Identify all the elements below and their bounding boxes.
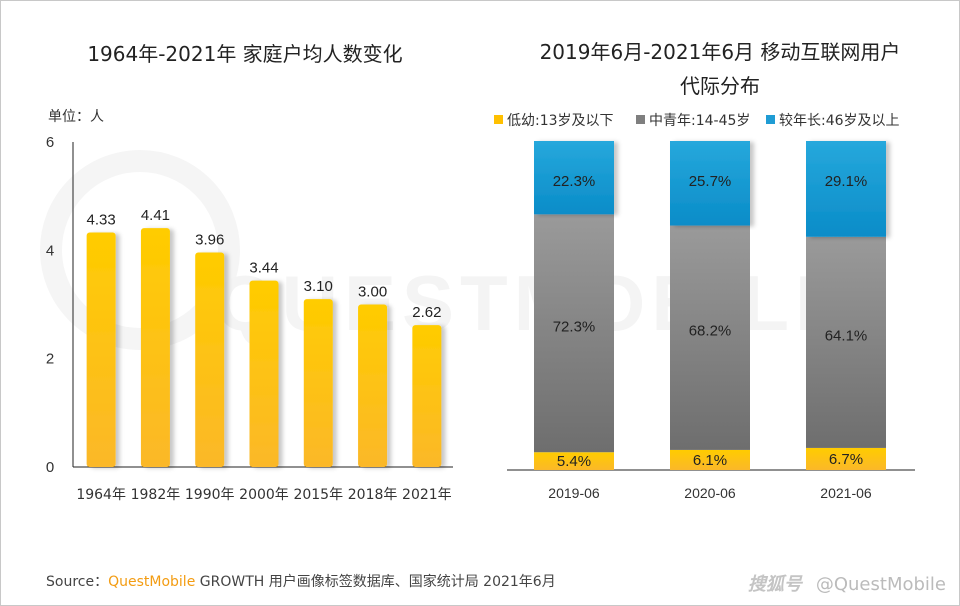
bar	[86, 232, 116, 467]
x-tick-label: 1982年	[131, 487, 181, 503]
source-label: Source：	[46, 574, 109, 590]
source-text: GROWTH 用户画像标签数据库、国家统计局 2021年6月	[195, 574, 556, 590]
segment-middle	[534, 214, 614, 453]
y-tick-label: 4	[46, 242, 54, 259]
legend-older-label: 较年长:46岁及以上	[779, 113, 900, 129]
segment-older	[670, 141, 750, 226]
legend-older-swatch-icon	[766, 115, 775, 124]
x-tick-label: 2019-06	[548, 485, 600, 501]
bar	[412, 325, 442, 467]
legend-middle-swatch-icon	[636, 115, 645, 124]
bar-value-label: 4.33	[87, 211, 116, 228]
segment-value-label: 6.7%	[829, 451, 863, 468]
segment-value-label: 72.3%	[553, 318, 596, 335]
segment-value-label: 6.1%	[693, 452, 727, 469]
y-tick-label: 2	[46, 351, 54, 368]
left-chart-title: 1964年-2021年 家庭户均人数变化	[87, 42, 403, 66]
credit: 搜狐号 @QuestMobile	[748, 570, 946, 596]
segment-older	[534, 141, 614, 215]
bar-value-label: 3.00	[358, 284, 387, 301]
right-chart-title-line2: 代际分布	[680, 74, 760, 98]
legend-young-swatch-icon	[494, 115, 503, 124]
segment-young	[534, 452, 614, 470]
segment-middle	[670, 225, 750, 450]
segment-older	[806, 141, 886, 237]
segment-value-label: 29.1%	[825, 173, 868, 190]
x-tick-label: 2015年	[293, 487, 343, 503]
segment-young	[806, 447, 886, 470]
bar-value-label: 4.41	[141, 207, 170, 224]
bar-value-label: 2.62	[412, 304, 441, 321]
source-note: Source：QuestMobile GROWTH 用户画像标签数据库、国家统计…	[46, 571, 556, 591]
sohu-logo: 搜狐号	[747, 574, 802, 595]
segment-middle	[806, 236, 886, 448]
legend-middle-label: 中青年:14-45岁	[649, 113, 750, 129]
bar	[303, 299, 333, 467]
x-tick-label: 1964年	[76, 487, 126, 503]
segment-young	[670, 449, 750, 470]
bar	[249, 280, 279, 467]
segment-value-label: 22.3%	[553, 173, 596, 190]
y-tick-label: 6	[46, 134, 54, 151]
x-tick-label: 2018年	[348, 487, 398, 503]
bar	[195, 252, 225, 467]
legend-young-label: 低幼:13岁及以下	[507, 113, 614, 129]
bar	[140, 228, 170, 467]
credit-text: @QuestMobile	[815, 574, 946, 595]
bar-value-label: 3.10	[304, 278, 333, 295]
segment-value-label: 64.1%	[825, 327, 868, 344]
x-tick-label: 2021年	[402, 487, 452, 503]
unit-label: 单位：人	[48, 109, 104, 125]
x-tick-label: 2021-06	[820, 485, 872, 501]
segment-value-label: 25.7%	[689, 173, 732, 190]
x-tick-label: 2020-06	[684, 485, 736, 501]
x-tick-label: 1990年	[185, 487, 235, 503]
bar-value-label: 3.44	[249, 260, 278, 277]
segment-value-label: 5.4%	[557, 453, 591, 470]
y-tick-label: 0	[46, 459, 54, 476]
bar	[358, 304, 388, 467]
bar-value-label: 3.96	[195, 232, 224, 249]
source-brand: QuestMobile	[108, 574, 196, 590]
segment-value-label: 68.2%	[689, 323, 732, 340]
right-chart-title: 2019年6月-2021年6月 移动互联网用户 代际分布	[500, 35, 940, 103]
x-tick-label: 2000年	[239, 487, 289, 503]
right-chart-title-line1: 2019年6月-2021年6月 移动互联网用户	[539, 40, 901, 64]
